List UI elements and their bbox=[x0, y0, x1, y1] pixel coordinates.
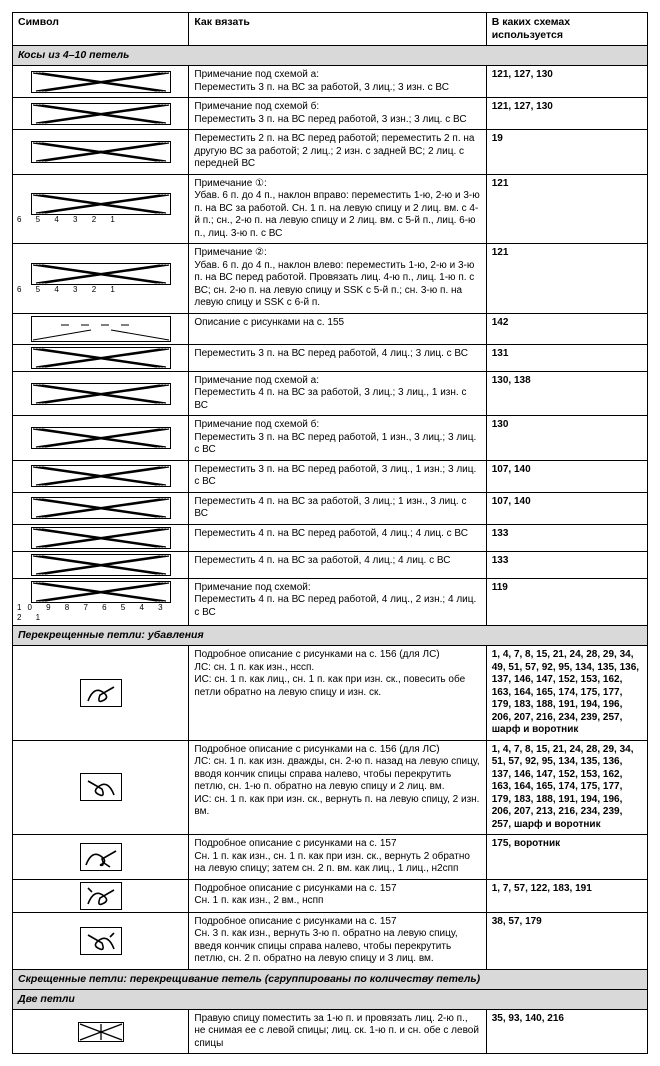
description-cell: Переместить 4 п. на ВС за работой, 4 лиц… bbox=[189, 551, 486, 578]
symbol-cell bbox=[13, 879, 189, 912]
description-cell: Подробное описание с рисунками на с. 156… bbox=[189, 740, 486, 835]
pages-cell: 133 bbox=[486, 551, 647, 578]
description-cell: Примечание под схемой а:Переместить 4 п.… bbox=[189, 371, 486, 416]
pages-cell: 130 bbox=[486, 416, 647, 461]
symbol-cell bbox=[13, 98, 189, 130]
symbol-table: Символ Как вязать В каких схемах использ… bbox=[12, 12, 648, 1054]
section-title: Две петли bbox=[13, 989, 648, 1009]
symbol-cell bbox=[13, 1009, 189, 1054]
section-header: Скрещенные петли: перекрещивание петель … bbox=[13, 969, 648, 989]
pages-cell: 121 bbox=[486, 244, 647, 314]
pages-cell: 1, 4, 7, 8, 15, 21, 24, 28, 29, 34, 51, … bbox=[486, 740, 647, 835]
symbol-cell bbox=[13, 416, 189, 461]
table-row: Примечание под схемой б:Переместить 3 п.… bbox=[13, 416, 648, 461]
pages-cell: 121 bbox=[486, 174, 647, 244]
table-row: Переместить 4 п. на ВС перед работой, 4 … bbox=[13, 524, 648, 551]
pages-cell: 121, 127, 130 bbox=[486, 98, 647, 130]
description-cell: Переместить 4 п. на ВС за работой, 3 лиц… bbox=[189, 492, 486, 524]
pages-cell: 1, 7, 57, 122, 183, 191 bbox=[486, 879, 647, 912]
symbol-cell: 6 5 4 3 2 1 bbox=[13, 244, 189, 314]
col-howto: Как вязать bbox=[189, 13, 486, 46]
symbol-cell: 6 5 4 3 2 1 bbox=[13, 174, 189, 244]
pages-cell: 107, 140 bbox=[486, 460, 647, 492]
table-row: Подробное описание с рисунками на с. 156… bbox=[13, 740, 648, 835]
pages-cell: 121, 127, 130 bbox=[486, 66, 647, 98]
symbol-cell bbox=[13, 912, 189, 969]
pages-cell: 35, 93, 140, 216 bbox=[486, 1009, 647, 1054]
description-cell: Подробное описание с рисунками на с. 157… bbox=[189, 912, 486, 969]
pages-cell: 1, 4, 7, 8, 15, 21, 24, 28, 29, 34, 49, … bbox=[486, 646, 647, 741]
symbol-cell bbox=[13, 313, 189, 344]
pages-cell: 142 bbox=[486, 313, 647, 344]
description-cell: Примечание под схемой:Переместить 4 п. н… bbox=[189, 578, 486, 625]
description-cell: Переместить 3 п. на ВС перед работой, 3 … bbox=[189, 460, 486, 492]
pages-cell: 131 bbox=[486, 344, 647, 371]
col-pages: В каких схемах используется bbox=[486, 13, 647, 46]
section-title: Скрещенные петли: перекрещивание петель … bbox=[13, 969, 648, 989]
description-cell: Правую спицу поместить за 1-ю п. и провя… bbox=[189, 1009, 486, 1054]
section-title: Перекрещенные петли: убавления bbox=[13, 625, 648, 645]
table-row: Подробное описание с рисунками на с. 156… bbox=[13, 646, 648, 741]
pages-cell: 130, 138 bbox=[486, 371, 647, 416]
table-row: Подробное описание с рисунками на с. 157… bbox=[13, 879, 648, 912]
table-row: Примечание под схемой б:Переместить 3 п.… bbox=[13, 98, 648, 130]
table-row: Переместить 2 п. на ВС перед работой; пе… bbox=[13, 130, 648, 175]
section-header: Две петли bbox=[13, 989, 648, 1009]
symbol-cell bbox=[13, 371, 189, 416]
description-cell: Описание с рисунками на с. 155 bbox=[189, 313, 486, 344]
table-row: Переместить 3 п. на ВС перед работой, 4 … bbox=[13, 344, 648, 371]
table-row: Примечание под схемой а:Переместить 3 п.… bbox=[13, 66, 648, 98]
pages-cell: 107, 140 bbox=[486, 492, 647, 524]
description-cell: Переместить 3 п. на ВС перед работой, 4 … bbox=[189, 344, 486, 371]
description-cell: Подробное описание с рисунками на с. 157… bbox=[189, 879, 486, 912]
pages-cell: 38, 57, 179 bbox=[486, 912, 647, 969]
description-cell: Примечание под схемой а:Переместить 3 п.… bbox=[189, 66, 486, 98]
pages-cell: 133 bbox=[486, 524, 647, 551]
table-row: 10 9 8 7 6 5 4 3 2 1Примечание под схемо… bbox=[13, 578, 648, 625]
description-cell: Переместить 2 п. на ВС перед работой; пе… bbox=[189, 130, 486, 175]
table-row: Правую спицу поместить за 1-ю п. и провя… bbox=[13, 1009, 648, 1054]
description-cell: Примечание ①:Убав. 6 п. до 4 п., наклон … bbox=[189, 174, 486, 244]
table-row: Описание с рисунками на с. 155142 bbox=[13, 313, 648, 344]
description-cell: Подробное описание с рисунками на с. 157… bbox=[189, 835, 486, 880]
table-row: Подробное описание с рисунками на с. 157… bbox=[13, 912, 648, 969]
section-header: Перекрещенные петли: убавления bbox=[13, 625, 648, 645]
description-cell: Примечание под схемой б:Переместить 3 п.… bbox=[189, 98, 486, 130]
description-cell: Примечание под схемой б:Переместить 3 п.… bbox=[189, 416, 486, 461]
pages-cell: 119 bbox=[486, 578, 647, 625]
table-row: Подробное описание с рисунками на с. 157… bbox=[13, 835, 648, 880]
table-row: 6 5 4 3 2 1Примечание ①:Убав. 6 п. до 4 … bbox=[13, 174, 648, 244]
symbol-cell bbox=[13, 130, 189, 175]
symbol-cell: 10 9 8 7 6 5 4 3 2 1 bbox=[13, 578, 189, 625]
pages-cell: 19 bbox=[486, 130, 647, 175]
table-row: Переместить 4 п. на ВС за работой, 4 лиц… bbox=[13, 551, 648, 578]
section-title: Косы из 4–10 петель bbox=[13, 46, 648, 66]
symbol-cell bbox=[13, 460, 189, 492]
table-header-row: Символ Как вязать В каких схемах использ… bbox=[13, 13, 648, 46]
symbol-cell bbox=[13, 524, 189, 551]
table-row: Переместить 4 п. на ВС за работой, 3 лиц… bbox=[13, 492, 648, 524]
col-symbol: Символ bbox=[13, 13, 189, 46]
table-row: Примечание под схемой а:Переместить 4 п.… bbox=[13, 371, 648, 416]
description-cell: Примечание ②:Убав. 6 п. до 4 п., наклон … bbox=[189, 244, 486, 314]
symbol-cell bbox=[13, 740, 189, 835]
symbol-cell bbox=[13, 835, 189, 880]
section-header: Косы из 4–10 петель bbox=[13, 46, 648, 66]
pages-cell: 175, воротник bbox=[486, 835, 647, 880]
description-cell: Подробное описание с рисунками на с. 156… bbox=[189, 646, 486, 741]
symbol-cell bbox=[13, 551, 189, 578]
symbol-cell bbox=[13, 492, 189, 524]
symbol-cell bbox=[13, 66, 189, 98]
table-row: 6 5 4 3 2 1Примечание ②:Убав. 6 п. до 4 … bbox=[13, 244, 648, 314]
symbol-cell bbox=[13, 344, 189, 371]
description-cell: Переместить 4 п. на ВС перед работой, 4 … bbox=[189, 524, 486, 551]
table-row: Переместить 3 п. на ВС перед работой, 3 … bbox=[13, 460, 648, 492]
symbol-cell bbox=[13, 646, 189, 741]
